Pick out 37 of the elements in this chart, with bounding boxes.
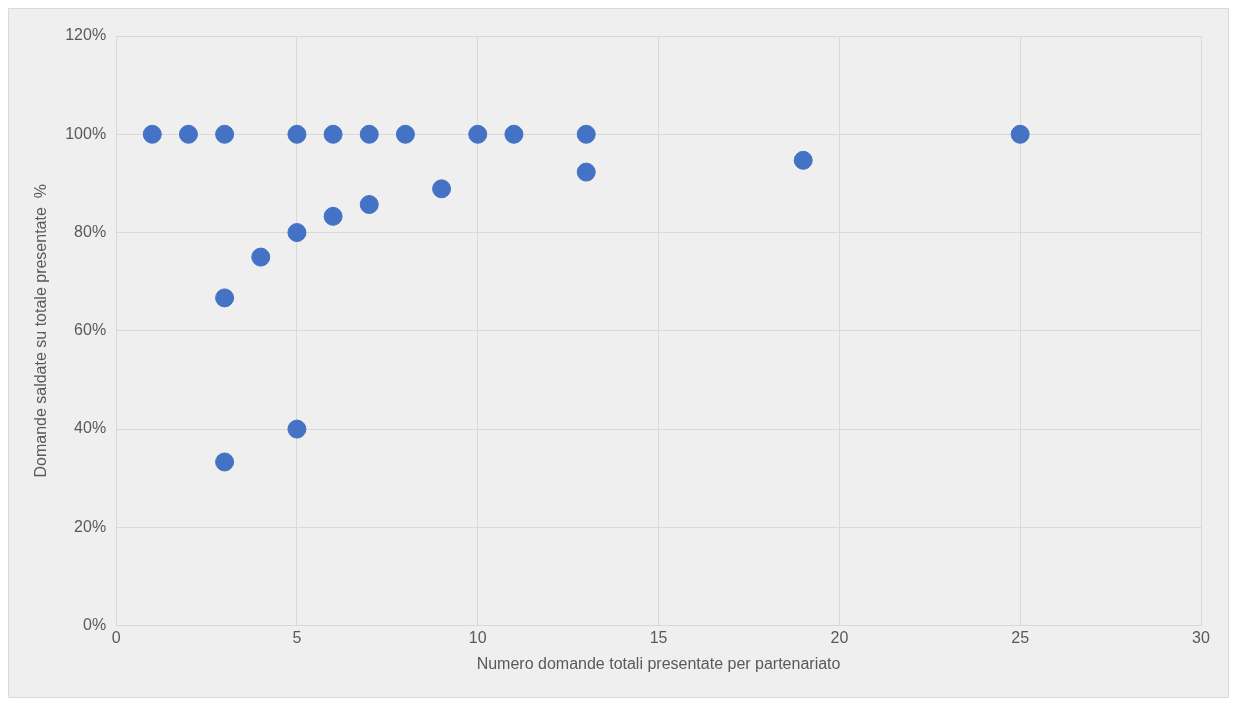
x-tick-label: 0 <box>111 628 121 646</box>
point <box>359 124 379 144</box>
x-tick-label: 25 <box>1011 628 1030 646</box>
point <box>395 124 415 144</box>
point <box>432 179 452 199</box>
point <box>142 124 162 144</box>
y-axis-title: Domande saldate su totale presentate % <box>32 184 50 478</box>
point <box>215 124 235 144</box>
y-tick-label: 40% <box>74 419 107 437</box>
point <box>576 124 596 144</box>
x-tick-label: 20 <box>830 628 849 646</box>
point <box>504 124 524 144</box>
point <box>287 419 307 439</box>
point <box>287 124 307 144</box>
y-tick-label: 100% <box>65 124 107 142</box>
point <box>215 452 235 472</box>
point <box>215 288 235 308</box>
point <box>468 124 488 144</box>
y-tick-label: 120% <box>65 26 107 44</box>
x-tick-label: 10 <box>468 628 487 646</box>
point <box>359 195 379 215</box>
point <box>323 124 343 144</box>
y-tick-label: 0% <box>83 616 107 634</box>
x-tick-label: 15 <box>649 628 668 646</box>
x-tick-label: 30 <box>1192 628 1210 646</box>
point <box>287 223 307 243</box>
y-tick-label: 20% <box>74 517 107 535</box>
y-tick-label: 60% <box>74 321 107 339</box>
x-axis-title: Numero domande totali presentate per partenariato <box>476 654 841 672</box>
x-tick-label: 5 <box>292 628 302 646</box>
point <box>323 206 343 226</box>
point <box>1010 124 1030 144</box>
point <box>576 162 596 182</box>
point <box>178 124 198 144</box>
point <box>793 150 813 170</box>
y-tick-label: 80% <box>74 222 107 240</box>
point <box>251 247 271 267</box>
